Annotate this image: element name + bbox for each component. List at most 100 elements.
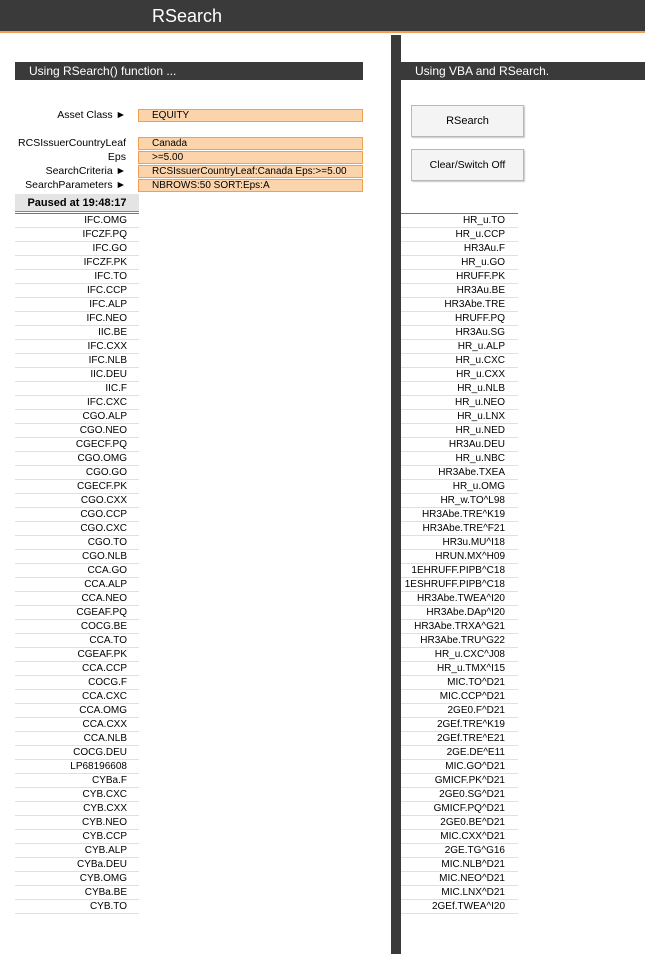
- clear-switch-off-button[interactable]: Clear/Switch Off: [411, 149, 524, 181]
- list-item[interactable]: CGECF.PQ: [15, 438, 139, 452]
- list-item[interactable]: 2GE.TG^G16: [401, 844, 518, 858]
- list-item[interactable]: HR3Au.DEU: [401, 438, 518, 452]
- list-item[interactable]: MIC.NLB^D21: [401, 858, 518, 872]
- list-item[interactable]: MIC.GO^D21: [401, 760, 518, 774]
- search-criteria-field[interactable]: RCSIssuerCountryLeaf:Canada Eps:>=5.00: [138, 165, 363, 178]
- rsearch-button[interactable]: RSearch: [411, 105, 524, 137]
- list-item[interactable]: CYBa.F: [15, 774, 139, 788]
- list-item[interactable]: CGEAF.PQ: [15, 606, 139, 620]
- list-item[interactable]: MIC.CXX^D21: [401, 830, 518, 844]
- list-item[interactable]: 2GE0.F^D21: [401, 704, 518, 718]
- list-item[interactable]: HR_u.CXX: [401, 368, 518, 382]
- list-item[interactable]: CCA.GO: [15, 564, 139, 578]
- list-item[interactable]: HR3Au.BE: [401, 284, 518, 298]
- list-item[interactable]: HR_u.OMG: [401, 480, 518, 494]
- list-item[interactable]: IFC.ALP: [15, 298, 139, 312]
- list-item[interactable]: CYB.CCP: [15, 830, 139, 844]
- list-item[interactable]: IIC.BE: [15, 326, 139, 340]
- list-item[interactable]: 1ESHRUFF.PIPB^C18: [401, 578, 518, 592]
- list-item[interactable]: HRUFF.PK: [401, 270, 518, 284]
- asset-class-field[interactable]: EQUITY: [138, 109, 363, 122]
- list-item[interactable]: HR_u.NEO: [401, 396, 518, 410]
- list-item[interactable]: CGO.CXC: [15, 522, 139, 536]
- list-item[interactable]: CCA.CXX: [15, 718, 139, 732]
- eps-field[interactable]: >=5.00: [138, 151, 363, 164]
- list-item[interactable]: HR3Abe.TWEA^I20: [401, 592, 518, 606]
- list-item[interactable]: IFC.NEO: [15, 312, 139, 326]
- list-item[interactable]: CGO.NLB: [15, 550, 139, 564]
- list-item[interactable]: HR_u.LNX: [401, 410, 518, 424]
- list-item[interactable]: 2GE0.BE^D21: [401, 816, 518, 830]
- list-item[interactable]: HR3Abe.DAp^I20: [401, 606, 518, 620]
- list-item[interactable]: CGEAF.PK: [15, 648, 139, 662]
- list-item[interactable]: IFC.OMG: [15, 214, 139, 228]
- list-item[interactable]: CGO.TO: [15, 536, 139, 550]
- list-item[interactable]: CGO.NEO: [15, 424, 139, 438]
- list-item[interactable]: CGO.OMG: [15, 452, 139, 466]
- list-item[interactable]: COCG.BE: [15, 620, 139, 634]
- list-item[interactable]: HR3Abe.TRE^K19: [401, 508, 518, 522]
- list-item[interactable]: CYB.OMG: [15, 872, 139, 886]
- list-item[interactable]: CGO.CCP: [15, 508, 139, 522]
- list-item[interactable]: HR_u.NLB: [401, 382, 518, 396]
- list-item[interactable]: HR3Au.F: [401, 242, 518, 256]
- list-item[interactable]: GMICF.PK^D21: [401, 774, 518, 788]
- list-item[interactable]: HR_u.CXC: [401, 354, 518, 368]
- list-item[interactable]: HR3Au.SG: [401, 326, 518, 340]
- list-item[interactable]: HR3Abe.TRU^G22: [401, 634, 518, 648]
- list-item[interactable]: CYBa.DEU: [15, 858, 139, 872]
- list-item[interactable]: HR3Abe.TRXA^G21: [401, 620, 518, 634]
- list-item[interactable]: HR_u.CCP: [401, 228, 518, 242]
- list-item[interactable]: 2GEf.TRE^E21: [401, 732, 518, 746]
- list-item[interactable]: CYBa.BE: [15, 886, 139, 900]
- list-item[interactable]: CYB.TO: [15, 900, 139, 914]
- list-item[interactable]: HR_u.ALP: [401, 340, 518, 354]
- list-item[interactable]: HRUFF.PQ: [401, 312, 518, 326]
- list-item[interactable]: CYB.CXC: [15, 788, 139, 802]
- list-item[interactable]: IFCZF.PQ: [15, 228, 139, 242]
- list-item[interactable]: CCA.ALP: [15, 578, 139, 592]
- country-leaf-field[interactable]: Canada: [138, 137, 363, 150]
- list-item[interactable]: CYB.CXX: [15, 802, 139, 816]
- list-item[interactable]: CCA.CCP: [15, 662, 139, 676]
- list-item[interactable]: HR_u.NBC: [401, 452, 518, 466]
- list-item[interactable]: HR_u.GO: [401, 256, 518, 270]
- list-item[interactable]: IFCZF.PK: [15, 256, 139, 270]
- list-item[interactable]: CGO.CXX: [15, 494, 139, 508]
- list-item[interactable]: IFC.TO: [15, 270, 139, 284]
- list-item[interactable]: CYB.NEO: [15, 816, 139, 830]
- list-item[interactable]: CCA.TO: [15, 634, 139, 648]
- list-item[interactable]: IIC.DEU: [15, 368, 139, 382]
- list-item[interactable]: 2GEf.TWEA^I20: [401, 900, 518, 914]
- list-item[interactable]: COCG.DEU: [15, 746, 139, 760]
- list-item[interactable]: IFC.NLB: [15, 354, 139, 368]
- list-item[interactable]: HR3u.MU^I18: [401, 536, 518, 550]
- list-item[interactable]: IFC.CCP: [15, 284, 139, 298]
- list-item[interactable]: MIC.CCP^D21: [401, 690, 518, 704]
- list-item[interactable]: GMICF.PQ^D21: [401, 802, 518, 816]
- list-item[interactable]: CCA.NLB: [15, 732, 139, 746]
- list-item[interactable]: COCG.F: [15, 676, 139, 690]
- list-item[interactable]: 2GE.DE^E11: [401, 746, 518, 760]
- list-item[interactable]: HR_w.TO^L98: [401, 494, 518, 508]
- list-item[interactable]: CCA.NEO: [15, 592, 139, 606]
- list-item[interactable]: MIC.NEO^D21: [401, 872, 518, 886]
- list-item[interactable]: IFC.CXC: [15, 396, 139, 410]
- list-item[interactable]: CCA.OMG: [15, 704, 139, 718]
- list-item[interactable]: CGO.ALP: [15, 410, 139, 424]
- list-item[interactable]: HR3Abe.TXEA: [401, 466, 518, 480]
- list-item[interactable]: LP68196608: [15, 760, 139, 774]
- list-item[interactable]: HR_u.TMX^I15: [401, 662, 518, 676]
- list-item[interactable]: 2GE0.SG^D21: [401, 788, 518, 802]
- list-item[interactable]: HR_u.TO: [401, 214, 518, 228]
- list-item[interactable]: CCA.CXC: [15, 690, 139, 704]
- list-item[interactable]: HR_u.CXC^J08: [401, 648, 518, 662]
- list-item[interactable]: CGO.GO: [15, 466, 139, 480]
- list-item[interactable]: IFC.CXX: [15, 340, 139, 354]
- list-item[interactable]: CYB.ALP: [15, 844, 139, 858]
- list-item[interactable]: IIC.F: [15, 382, 139, 396]
- list-item[interactable]: CGECF.PK: [15, 480, 139, 494]
- list-item[interactable]: HRUN.MX^H09: [401, 550, 518, 564]
- list-item[interactable]: IFC.GO: [15, 242, 139, 256]
- search-parameters-field[interactable]: NBROWS:50 SORT:Eps:A: [138, 179, 363, 192]
